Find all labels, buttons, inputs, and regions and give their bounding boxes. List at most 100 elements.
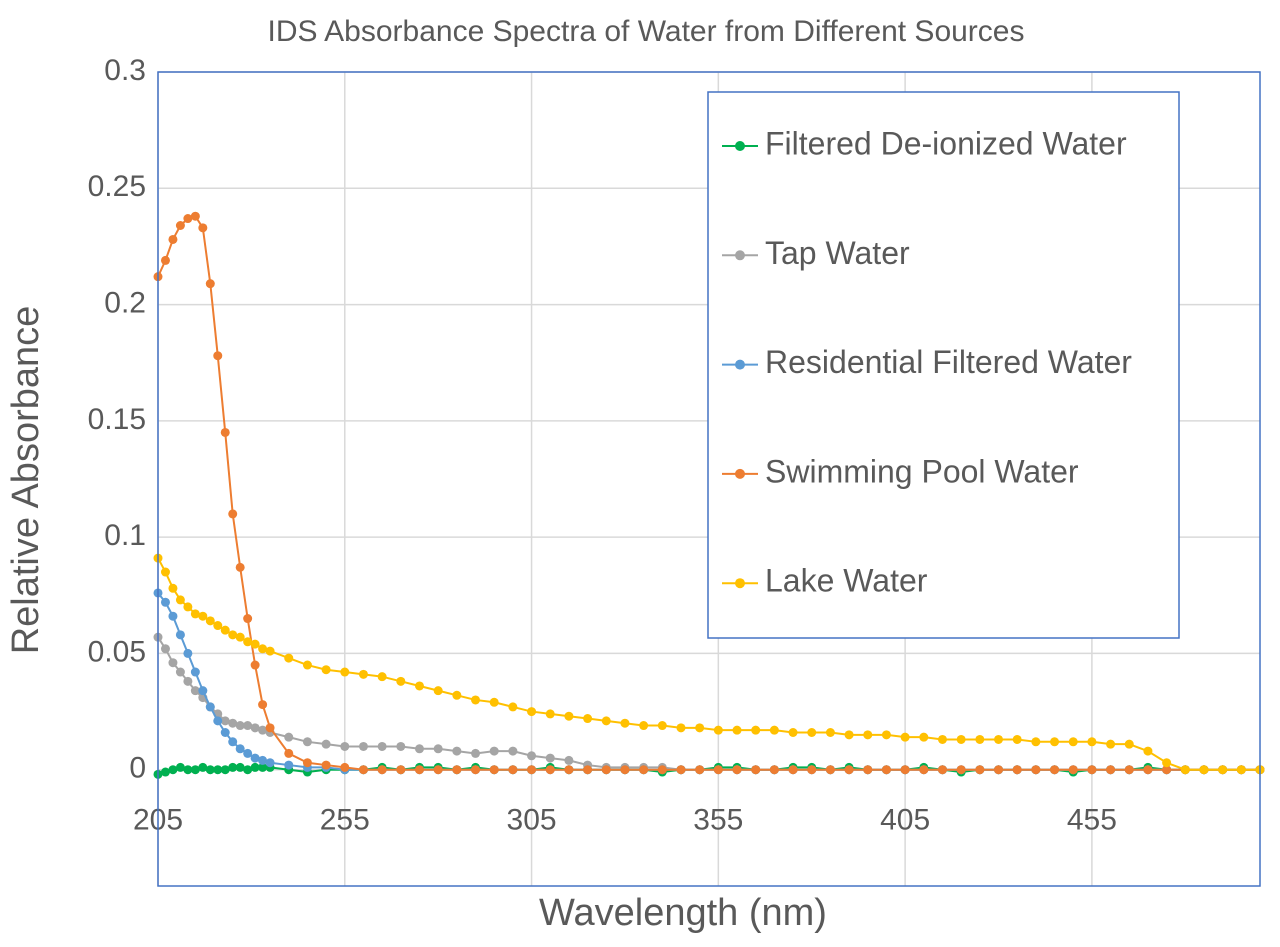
data-point bbox=[433, 744, 443, 754]
data-point bbox=[732, 765, 742, 775]
y-tick-label: 0.25 bbox=[88, 170, 146, 203]
data-point bbox=[220, 625, 230, 635]
data-point bbox=[198, 686, 208, 696]
data-point bbox=[601, 716, 611, 726]
data-point bbox=[994, 734, 1004, 744]
data-point bbox=[1124, 765, 1134, 775]
data-point bbox=[1162, 758, 1172, 768]
data-point bbox=[377, 765, 387, 775]
data-point bbox=[583, 714, 593, 724]
data-point bbox=[213, 765, 223, 775]
data-point bbox=[160, 597, 170, 607]
y-tick-label: 0.15 bbox=[88, 403, 146, 436]
data-point bbox=[243, 637, 253, 647]
data-point bbox=[956, 765, 966, 775]
data-point bbox=[265, 758, 275, 768]
data-point bbox=[160, 567, 170, 577]
data-point bbox=[377, 741, 387, 751]
data-point bbox=[228, 737, 238, 747]
data-point bbox=[433, 765, 443, 775]
data-point bbox=[620, 718, 630, 728]
data-point bbox=[489, 746, 499, 756]
data-point bbox=[471, 765, 481, 775]
data-point bbox=[321, 739, 331, 749]
data-point bbox=[205, 702, 215, 712]
data-point bbox=[1012, 734, 1022, 744]
data-point bbox=[919, 765, 929, 775]
data-point bbox=[358, 669, 368, 679]
data-point bbox=[213, 351, 223, 361]
data-point bbox=[937, 734, 947, 744]
data-point bbox=[564, 711, 574, 721]
data-point bbox=[433, 686, 443, 696]
data-point bbox=[213, 716, 223, 726]
data-point bbox=[508, 702, 518, 712]
data-point bbox=[213, 621, 223, 631]
legend-label: Lake Water bbox=[765, 563, 928, 599]
data-point bbox=[250, 753, 260, 763]
data-point bbox=[258, 644, 268, 654]
data-point bbox=[769, 765, 779, 775]
data-point bbox=[825, 728, 835, 738]
data-point bbox=[220, 716, 230, 726]
legend-marker bbox=[735, 141, 745, 151]
data-point bbox=[900, 732, 910, 742]
legend-label: Filtered De-ionized Water bbox=[765, 125, 1127, 161]
data-point bbox=[676, 765, 686, 775]
data-point bbox=[1106, 765, 1116, 775]
data-point bbox=[228, 762, 238, 772]
data-point bbox=[900, 765, 910, 775]
legend-marker bbox=[735, 578, 745, 589]
data-point bbox=[358, 741, 368, 751]
data-point bbox=[956, 734, 966, 744]
data-point bbox=[527, 751, 537, 761]
data-point bbox=[284, 748, 294, 758]
data-point bbox=[452, 746, 462, 756]
data-point bbox=[994, 765, 1004, 775]
data-point bbox=[1068, 765, 1078, 775]
x-tick-label: 355 bbox=[693, 804, 743, 837]
data-point bbox=[1199, 765, 1209, 775]
data-point bbox=[751, 725, 761, 735]
y-tick-label: 0.05 bbox=[88, 635, 146, 668]
data-point bbox=[788, 728, 798, 738]
data-point bbox=[732, 725, 742, 735]
x-tick-label: 405 bbox=[880, 804, 930, 837]
data-point bbox=[1106, 739, 1116, 749]
data-point bbox=[250, 723, 260, 733]
data-point bbox=[601, 765, 611, 775]
data-point bbox=[190, 765, 200, 775]
data-point bbox=[1180, 765, 1190, 775]
data-point bbox=[183, 676, 193, 686]
data-point bbox=[340, 667, 350, 677]
data-point bbox=[1087, 737, 1097, 747]
data-point bbox=[527, 707, 537, 717]
data-point bbox=[250, 762, 260, 772]
data-point bbox=[235, 762, 245, 772]
data-point bbox=[489, 697, 499, 707]
data-point bbox=[175, 667, 185, 677]
data-point bbox=[198, 223, 208, 233]
data-point bbox=[1031, 737, 1041, 747]
data-point bbox=[713, 765, 723, 775]
data-point bbox=[414, 744, 424, 754]
data-point bbox=[235, 744, 245, 754]
data-point bbox=[471, 695, 481, 705]
chart-title: IDS Absorbance Spectra of Water from Dif… bbox=[267, 15, 1024, 48]
data-point bbox=[258, 755, 268, 765]
data-point bbox=[340, 741, 350, 751]
data-point bbox=[168, 583, 178, 593]
data-point bbox=[175, 595, 185, 605]
data-point bbox=[508, 765, 518, 775]
data-point bbox=[235, 562, 245, 572]
data-point bbox=[302, 758, 312, 768]
data-point bbox=[190, 667, 200, 677]
data-point bbox=[452, 690, 462, 700]
data-point bbox=[265, 723, 275, 733]
data-point bbox=[168, 611, 178, 621]
data-point bbox=[1012, 765, 1022, 775]
data-point bbox=[396, 741, 406, 751]
data-point bbox=[1218, 765, 1228, 775]
legend-marker bbox=[735, 250, 745, 261]
